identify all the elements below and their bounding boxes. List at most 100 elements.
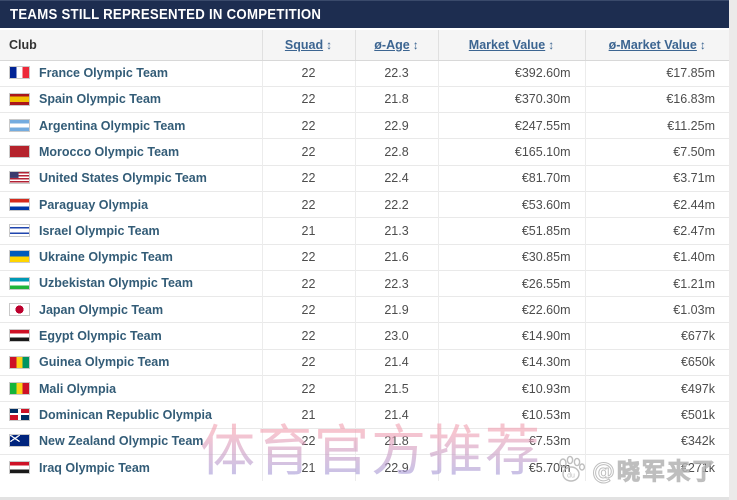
market-value: €26.55m	[437, 269, 585, 297]
avg-age-value: 22.3	[354, 269, 438, 297]
club-cell: Morocco Olympic Team	[0, 138, 262, 166]
table-row: Dominican Republic Olympia 21 21.4 €10.5…	[0, 401, 729, 429]
club-link[interactable]: Argentina Olympic Team	[39, 118, 186, 133]
squad-size-value: 22	[261, 427, 355, 455]
table-row: Spain Olympic Team 22 21.8 €370.30m €16.…	[0, 85, 729, 113]
column-header-squad[interactable]: Squad ↕	[261, 30, 355, 61]
squad-size-value: 22	[261, 138, 355, 166]
age-sort-link[interactable]: ø-Age	[374, 37, 410, 52]
avg-market-value: €1.03m	[584, 296, 729, 323]
page-right-edge	[729, 0, 737, 500]
avg-market-value: €501k	[584, 401, 729, 429]
club-cell: Spain Olympic Team	[0, 85, 262, 113]
club-link[interactable]: Japan Olympic Team	[39, 302, 164, 317]
club-link[interactable]: Iraq Olympic Team	[39, 460, 150, 475]
squad-size-value: 22	[261, 60, 355, 87]
market-value: €10.93m	[437, 375, 585, 402]
ukraine-flag-icon	[9, 250, 30, 264]
newzealand-flag-icon	[9, 434, 30, 448]
club-link[interactable]: United States Olympic Team	[39, 171, 207, 186]
club-cell: Dominican Republic Olympia	[0, 401, 262, 429]
table-row: Uzbekistan Olympic Team 22 22.3 €26.55m …	[0, 269, 729, 297]
club-cell: France Olympic Team	[0, 60, 262, 87]
table-header-row: Club Squad ↕ ø-Age ↕ Market Value ↕ ø-Marke…	[0, 30, 729, 61]
club-link[interactable]: New Zealand Olympic Team	[39, 434, 204, 449]
club-cell: Ukraine Olympic Team	[0, 243, 262, 271]
club-link[interactable]: Egypt Olympic Team	[39, 329, 162, 344]
market-value: €14.90m	[437, 322, 585, 350]
sort-arrows-icon[interactable]: ↕	[326, 37, 333, 52]
market-value-sort-link[interactable]: Market Value	[468, 37, 546, 52]
sort-arrows-icon[interactable]: ↕	[412, 37, 419, 52]
column-header-age[interactable]: ø-Age ↕	[354, 30, 438, 61]
page-title: TEAMS STILL REPRESENTED IN COMPETITION	[10, 6, 322, 23]
club-cell: New Zealand Olympic Team	[0, 427, 262, 455]
squad-sort-link[interactable]: Squad	[284, 37, 324, 52]
table-row: Israel Olympic Team 21 21.3 €51.85m €2.4…	[0, 217, 729, 245]
table-row: Japan Olympic Team 22 21.9 €22.60m €1.03…	[0, 296, 729, 323]
egypt-flag-icon	[9, 329, 30, 343]
column-header-avg-market-value[interactable]: ø-Market Value ↕	[584, 30, 729, 61]
morocco-flag-icon	[9, 145, 30, 159]
avg-age-value: 21.8	[354, 85, 438, 113]
avg-market-value: €17.85m	[584, 60, 729, 87]
avg-market-value: €3.71m	[584, 164, 729, 192]
table-row: Egypt Olympic Team 22 23.0 €14.90m €677k	[0, 322, 729, 350]
club-link[interactable]: Dominican Republic Olympia	[39, 407, 212, 422]
table-row: Paraguay Olympia 22 22.2 €53.60m €2.44m	[0, 190, 729, 218]
club-cell: Iraq Olympic Team	[0, 453, 262, 481]
squad-size-value: 22	[261, 296, 355, 323]
table-row: United States Olympic Team 22 22.4 €81.7…	[0, 164, 729, 192]
club-link[interactable]: Mali Olympia	[39, 381, 117, 396]
club-cell: Egypt Olympic Team	[0, 322, 262, 350]
squad-size-value: 22	[261, 243, 355, 271]
france-flag-icon	[9, 66, 30, 80]
club-link[interactable]: Guinea Olympic Team	[39, 355, 170, 370]
market-value: €5.70m	[437, 453, 585, 481]
avg-age-value: 22.9	[354, 453, 438, 481]
avg-age-value: 21.4	[354, 348, 438, 376]
table-row: France Olympic Team 22 22.3 €392.60m €17…	[0, 60, 729, 87]
market-value: €81.70m	[437, 164, 585, 192]
avg-age-value: 23.0	[354, 322, 438, 350]
club-link[interactable]: Morocco Olympic Team	[39, 144, 180, 159]
market-value: €247.55m	[437, 112, 585, 139]
club-link[interactable]: Uzbekistan Olympic Team	[39, 276, 193, 291]
squad-size-value: 22	[261, 322, 355, 350]
market-value: €7.53m	[437, 427, 585, 455]
club-cell: Israel Olympic Team	[0, 217, 262, 245]
avg-market-value: €650k	[584, 348, 729, 376]
squad-size-value: 21	[261, 217, 355, 245]
panel-title-bar: TEAMS STILL REPRESENTED IN COMPETITION	[0, 0, 729, 28]
avg-age-value: 22.8	[354, 138, 438, 166]
avg-age-value: 21.6	[354, 243, 438, 271]
club-cell: Uzbekistan Olympic Team	[0, 269, 262, 297]
israel-flag-icon	[9, 224, 30, 238]
table-row: Iraq Olympic Team 21 22.9 €5.70m €271k	[0, 453, 729, 481]
column-header-market-value[interactable]: Market Value ↕	[437, 30, 585, 61]
club-cell: Guinea Olympic Team	[0, 348, 262, 376]
page-bottom-edge	[0, 497, 737, 500]
club-link[interactable]: Israel Olympic Team	[39, 223, 160, 238]
club-cell: Japan Olympic Team	[0, 296, 262, 323]
uzbekistan-flag-icon	[9, 276, 30, 290]
squad-size-value: 21	[261, 453, 355, 481]
club-link[interactable]: Paraguay Olympia	[39, 197, 149, 212]
avg-market-value: €1.40m	[584, 243, 729, 271]
market-value: €53.60m	[437, 190, 585, 218]
club-link[interactable]: France Olympic Team	[39, 66, 168, 81]
market-value: €370.30m	[437, 85, 585, 113]
avg-age-value: 22.3	[354, 60, 438, 87]
sort-arrows-icon[interactable]: ↕	[699, 37, 706, 52]
market-value: €392.60m	[437, 60, 585, 87]
avg-age-value: 21.9	[354, 296, 438, 323]
club-link[interactable]: Spain Olympic Team	[39, 92, 162, 107]
table-row: Guinea Olympic Team 22 21.4 €14.30m €650…	[0, 348, 729, 376]
avg-market-value-sort-link[interactable]: ø-Market Value	[608, 37, 697, 52]
squad-size-value: 22	[261, 190, 355, 218]
mali-flag-icon	[9, 381, 30, 395]
sort-arrows-icon[interactable]: ↕	[548, 37, 555, 52]
club-cell: United States Olympic Team	[0, 164, 262, 192]
club-link[interactable]: Ukraine Olympic Team	[39, 250, 173, 265]
avg-market-value: €271k	[584, 453, 729, 481]
